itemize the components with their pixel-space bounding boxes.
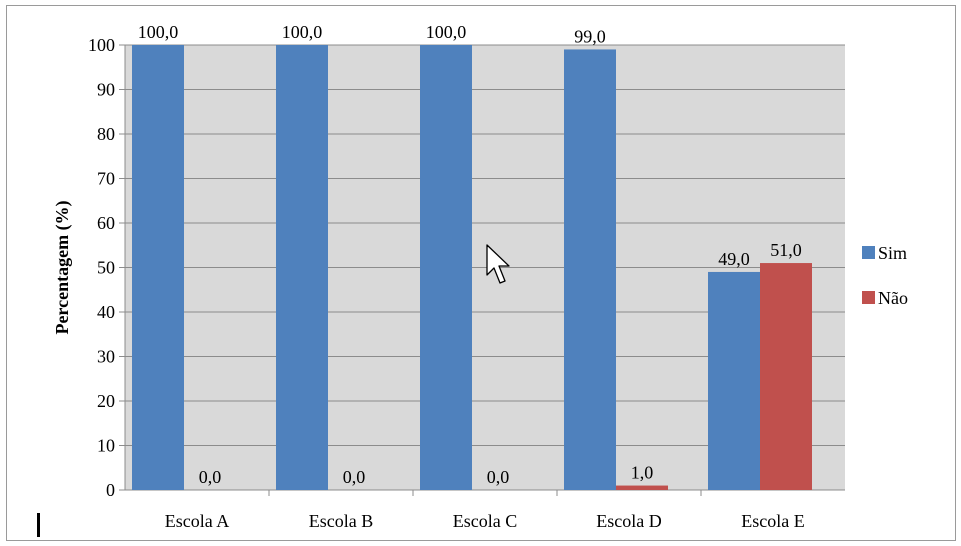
bar-não [616, 485, 668, 490]
x-tick-label: Escola E [741, 511, 804, 531]
data-label: 99,0 [574, 26, 606, 46]
y-tick-label: 100 [88, 35, 115, 55]
data-label: 100,0 [426, 22, 467, 42]
y-tick-label: 30 [97, 347, 115, 367]
data-label: 100,0 [282, 22, 323, 42]
data-label: 100,0 [138, 22, 179, 42]
y-tick-label: 20 [97, 391, 115, 411]
bar-sim [276, 45, 328, 490]
data-label: 0,0 [343, 467, 366, 487]
data-label: 51,0 [770, 240, 802, 260]
bar-não [760, 263, 812, 490]
legend-label: Não [878, 288, 908, 308]
data-label: 0,0 [487, 467, 510, 487]
y-tick-label: 70 [97, 169, 115, 189]
y-tick-label: 60 [97, 213, 115, 233]
bar-sim [708, 271, 760, 490]
y-tick-label: 90 [97, 80, 115, 100]
bar-sim [420, 45, 472, 490]
legend-swatch-não [862, 291, 875, 304]
y-tick-label: 80 [97, 124, 115, 144]
bar-sim [132, 45, 184, 490]
legend-label: Sim [878, 243, 907, 263]
text-caret-icon [37, 513, 40, 537]
legend-swatch-sim [862, 246, 875, 259]
y-tick-label: 40 [97, 302, 115, 322]
data-label: 0,0 [199, 467, 222, 487]
y-tick-label: 10 [97, 436, 115, 456]
bar-sim [564, 49, 616, 490]
data-label: 1,0 [631, 463, 654, 483]
y-tick-label: 0 [106, 480, 115, 500]
x-tick-label: Escola D [596, 511, 661, 531]
x-tick-label: Escola A [165, 511, 230, 531]
mouse-cursor-icon [486, 244, 510, 284]
x-tick-label: Escola B [309, 511, 374, 531]
y-axis-title: Percentagem (%) [52, 200, 73, 334]
x-tick-label: Escola C [453, 511, 518, 531]
data-label: 49,0 [718, 249, 750, 269]
y-tick-label: 50 [97, 258, 115, 278]
